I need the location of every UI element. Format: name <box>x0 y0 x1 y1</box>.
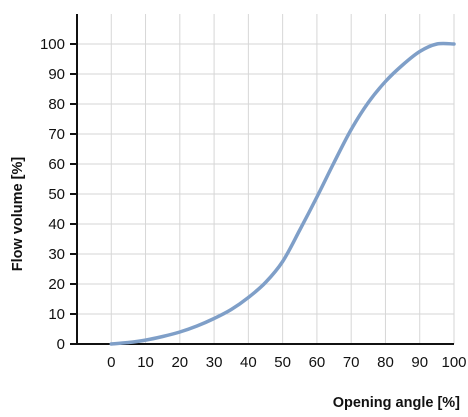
x-tick-label: 70 <box>343 354 360 371</box>
y-tick-label: 20 <box>48 276 65 293</box>
x-tick-label: 30 <box>206 354 223 371</box>
y-tick-label: 70 <box>48 126 65 143</box>
y-tick-label: 50 <box>48 186 65 203</box>
y-tick-label: 60 <box>48 156 65 173</box>
x-tick-label: 90 <box>411 354 428 371</box>
x-axis-title: Opening angle [%] <box>333 395 460 411</box>
series-layer <box>109 41 456 346</box>
x-tick-label: 0 <box>107 354 115 371</box>
x-tick-label: 80 <box>377 354 394 371</box>
y-tick-label: 100 <box>40 36 65 53</box>
x-tick-label: 60 <box>309 354 326 371</box>
y-tick-label: 30 <box>48 246 65 263</box>
x-tick-label: 40 <box>240 354 257 371</box>
y-tick-label: 10 <box>48 306 65 323</box>
x-tick-label: 100 <box>441 354 466 371</box>
y-tick-label: 90 <box>48 66 65 83</box>
grid <box>77 14 455 344</box>
y-axis-title: Flow volume [%] <box>10 157 26 272</box>
series-line <box>109 41 456 346</box>
axes <box>70 14 454 345</box>
y-tick-label: 0 <box>57 336 65 353</box>
x-tick-label: 50 <box>274 354 291 371</box>
y-tick-label: 80 <box>48 96 65 113</box>
tick-labels: 0 10 20 30 40 50 60 70 80 90 100 0 10 20 30 40 50 60 70 80 9… <box>40 36 467 371</box>
y-tick-label: 40 <box>48 216 65 233</box>
x-tick-label: 10 <box>137 354 154 371</box>
x-tick-label: 20 <box>171 354 188 371</box>
